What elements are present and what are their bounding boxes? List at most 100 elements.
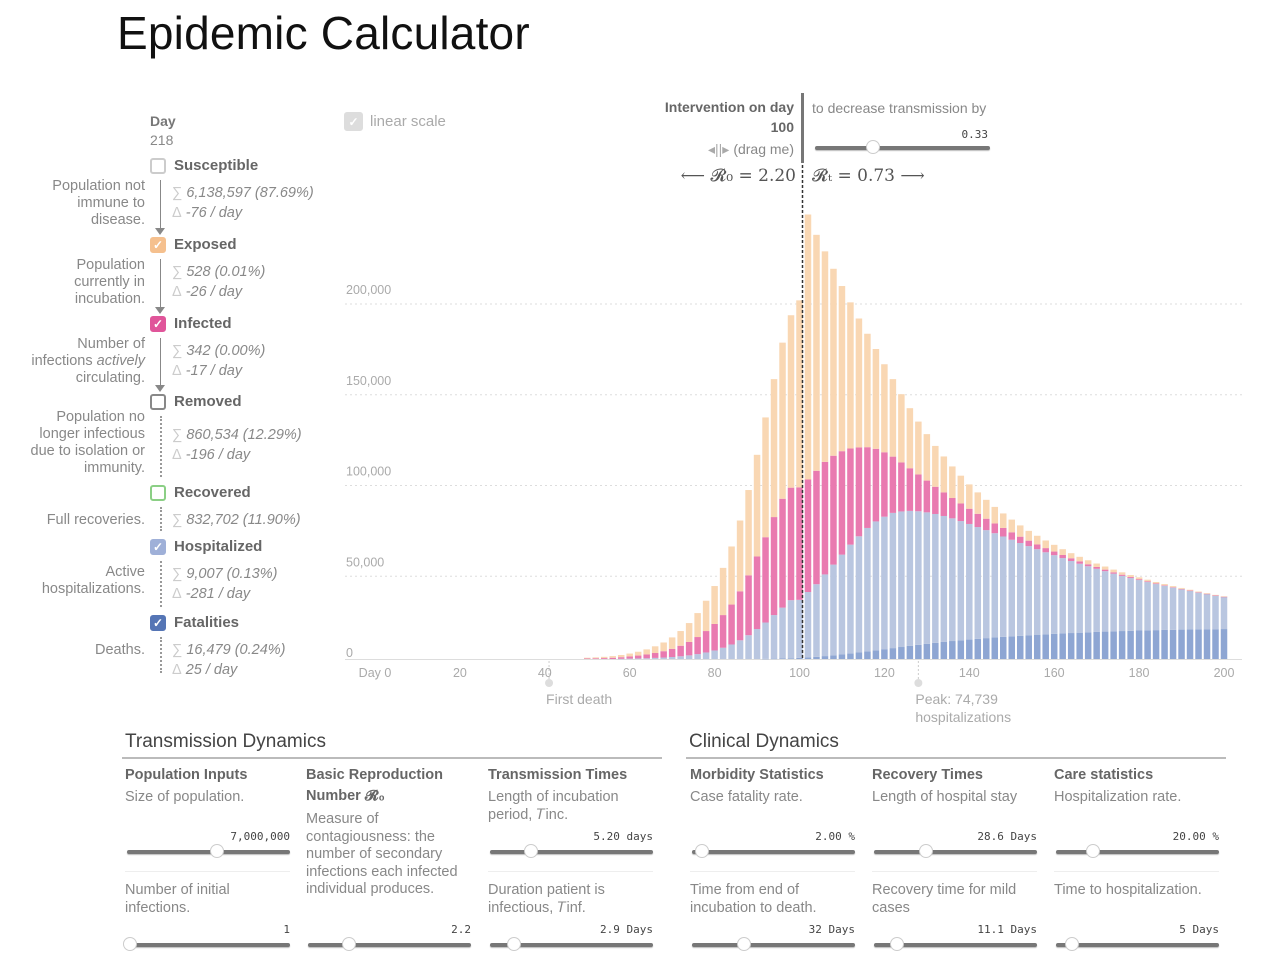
slider-thumb[interactable] bbox=[341, 937, 356, 951]
delta-text: -281 / day bbox=[185, 586, 251, 602]
bar-hospitalized bbox=[1161, 585, 1168, 630]
parameter-slider[interactable] bbox=[1056, 844, 1219, 858]
parameter-slider[interactable] bbox=[692, 844, 855, 858]
bar-hospitalized bbox=[1076, 563, 1083, 633]
parameter-description: Size of population. bbox=[125, 789, 245, 805]
delta-icon: Δ bbox=[172, 363, 182, 379]
compartment-removed[interactable]: Removed bbox=[150, 393, 242, 410]
linear-scale-toggle[interactable]: ✓ linear scale bbox=[344, 112, 446, 131]
compartment-stats: ∑ 860,534 (12.29%) Δ -196 / day bbox=[172, 425, 302, 465]
y-tick-label: 50,000 bbox=[346, 555, 384, 569]
bar-exposed bbox=[957, 475, 965, 504]
bar-hospitalized bbox=[830, 564, 837, 656]
parameter-slider[interactable] bbox=[127, 844, 290, 858]
bar-fatalities bbox=[991, 637, 999, 659]
bar-exposed bbox=[1220, 596, 1228, 597]
bar-infected bbox=[592, 658, 599, 659]
delta-text: -76 / day bbox=[185, 205, 243, 221]
parameter-value: 2.2 bbox=[451, 923, 471, 936]
compartment-name: Susceptible bbox=[174, 157, 259, 174]
slider-thumb[interactable] bbox=[123, 937, 138, 951]
decrease-slider[interactable] bbox=[815, 140, 990, 154]
slider-thumb[interactable] bbox=[865, 140, 880, 154]
drag-hint[interactable]: ◂||▸ (drag me) bbox=[600, 141, 794, 158]
parameter-slider[interactable] bbox=[874, 937, 1037, 951]
bar-exposed bbox=[584, 657, 591, 659]
bar-fatalities bbox=[813, 656, 820, 659]
compartment-stats: ∑ 16,479 (0.24%) Δ 25 / day bbox=[172, 640, 286, 680]
bar-hospitalized bbox=[668, 657, 676, 659]
bar-fatalities bbox=[1212, 629, 1219, 659]
delta-icon: Δ bbox=[172, 284, 182, 300]
slider-thumb[interactable] bbox=[737, 937, 752, 951]
slider-thumb[interactable] bbox=[209, 844, 224, 858]
checkbox-icon[interactable]: ✓ bbox=[150, 315, 166, 332]
linear-scale-label: linear scale bbox=[370, 113, 446, 130]
parameter-value: 28.6 Days bbox=[977, 830, 1037, 843]
parameter-slider[interactable] bbox=[490, 844, 653, 858]
checkbox-icon[interactable]: ✓ bbox=[150, 236, 166, 253]
bar-fatalities bbox=[1178, 629, 1185, 659]
slider-thumb[interactable] bbox=[889, 937, 904, 951]
slider-thumb[interactable] bbox=[1086, 844, 1101, 858]
bar-fatalities bbox=[1050, 633, 1058, 659]
parameter-slider[interactable] bbox=[692, 937, 855, 951]
parameter-slider[interactable] bbox=[1056, 937, 1219, 951]
bar-hospitalized bbox=[1144, 582, 1151, 631]
intervention-title: Intervention on day bbox=[664, 99, 794, 115]
bar-exposed bbox=[1161, 584, 1168, 586]
sum-icon: ∑ bbox=[172, 264, 183, 280]
compartment-recovered[interactable]: Recovered bbox=[150, 484, 251, 501]
bar-hospitalized bbox=[940, 515, 948, 642]
delta-icon: Δ bbox=[172, 447, 182, 463]
bar-infected bbox=[932, 486, 939, 514]
compartment-stats: ∑ 9,007 (0.13%) Δ -281 / day bbox=[172, 564, 277, 604]
delta-icon: Δ bbox=[172, 205, 182, 221]
compartment-infected[interactable]: ✓ Infected bbox=[150, 315, 232, 332]
bar-exposed bbox=[881, 364, 888, 453]
divider bbox=[122, 757, 662, 759]
parameter-slider[interactable] bbox=[308, 937, 471, 951]
checkbox-icon[interactable]: ✓ bbox=[150, 538, 166, 555]
bar-fatalities bbox=[983, 638, 990, 659]
compartment-susceptible[interactable]: Susceptible bbox=[150, 157, 258, 174]
bar-infected bbox=[660, 651, 667, 658]
bar-exposed bbox=[1067, 553, 1075, 559]
bar-hospitalized bbox=[787, 600, 795, 659]
parameter-slider[interactable] bbox=[490, 937, 653, 951]
parameter-description: Hospitalization rate. bbox=[1054, 789, 1182, 805]
x-tick-label: 140 bbox=[959, 666, 980, 680]
parameter-slider[interactable] bbox=[123, 937, 290, 951]
checkbox-icon[interactable] bbox=[150, 393, 166, 410]
slider-thumb[interactable] bbox=[507, 937, 522, 951]
slider-thumb[interactable] bbox=[523, 844, 538, 858]
compartment-name: Recovered bbox=[174, 484, 251, 501]
checkbox-icon[interactable]: ✓ bbox=[150, 614, 166, 631]
bar-exposed bbox=[940, 456, 948, 493]
intervention-drag-handle[interactable] bbox=[801, 93, 804, 163]
bar-hospitalized bbox=[1084, 566, 1092, 633]
bar-exposed bbox=[889, 379, 897, 457]
delta-value: Δ 25 / day bbox=[172, 660, 286, 680]
bar-infected bbox=[796, 487, 803, 600]
compartment-exposed[interactable]: ✓ Exposed bbox=[150, 236, 237, 253]
bar-exposed bbox=[1008, 519, 1015, 533]
checkbox-icon[interactable]: ✓ bbox=[344, 112, 363, 131]
slider-thumb[interactable] bbox=[1065, 937, 1080, 951]
compartment-hospitalized[interactable]: ✓ Hospitalized bbox=[150, 538, 262, 555]
slider-thumb[interactable] bbox=[919, 844, 934, 858]
checkbox-icon[interactable] bbox=[150, 484, 166, 501]
annotation-dot bbox=[914, 679, 923, 687]
bar-exposed bbox=[1186, 589, 1194, 591]
slider-thumb[interactable] bbox=[694, 844, 709, 858]
bar-exposed bbox=[711, 586, 718, 624]
bar-hospitalized bbox=[855, 536, 863, 653]
bar-infected bbox=[1110, 572, 1117, 574]
bar-fatalities bbox=[974, 638, 982, 659]
bar-infected bbox=[1161, 585, 1168, 586]
parameter-slider[interactable] bbox=[874, 844, 1037, 858]
compartment-fatalities[interactable]: ✓ Fatalities bbox=[150, 614, 239, 631]
checkbox-icon[interactable] bbox=[150, 157, 166, 174]
compartment-description: Deaths. bbox=[95, 642, 145, 658]
bar-infected bbox=[1076, 561, 1083, 564]
